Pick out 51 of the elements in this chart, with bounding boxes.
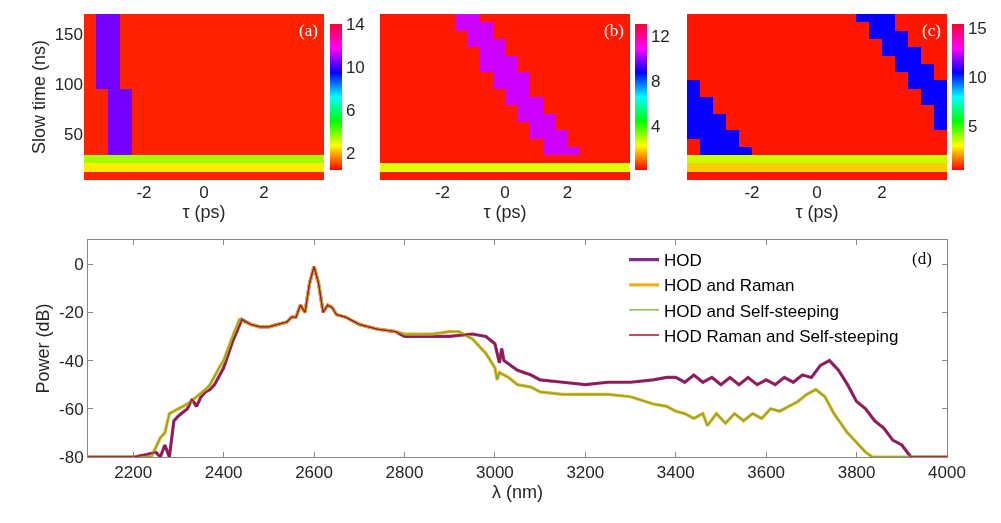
y-axis-title: Power (dB)	[33, 303, 54, 394]
x-tick-label: 2800	[385, 463, 424, 483]
annotation: (c)	[922, 21, 941, 40]
x-tick-label: 2	[877, 183, 887, 202]
y-tick-label: 150	[54, 24, 83, 44]
x-tick-label: 2200	[114, 463, 153, 483]
y-tick-label: -40	[59, 351, 84, 371]
color-bar-label: 10	[967, 67, 987, 87]
color-bar-label: 2	[345, 143, 356, 163]
annotation: (d)	[912, 249, 932, 268]
x-tick-label: 2400	[204, 463, 243, 483]
x-tick-label: 0	[812, 183, 822, 202]
color-bar-label: 8	[650, 72, 661, 92]
x-tick-label: 4000	[928, 463, 966, 483]
y-tick-label: -80	[59, 447, 84, 467]
x-tick-label: 2	[259, 183, 269, 202]
color-bar-label: 12	[650, 27, 670, 47]
y-axis-title: Slow time (ns)	[28, 39, 49, 155]
y-tick-label: 100	[54, 74, 83, 94]
x-tick-label: 0	[199, 183, 209, 202]
y-tick-label: -20	[59, 303, 84, 323]
y-tick-label: 0	[74, 255, 84, 275]
color-bar-label: 14	[345, 14, 365, 34]
x-axis-title: τ (ps)	[182, 202, 226, 223]
x-tick-label: -2	[136, 183, 152, 202]
legend-label: HOD and Raman	[664, 276, 795, 296]
x-tick-label: -2	[434, 183, 451, 202]
x-tick-label: 3400	[656, 463, 695, 483]
x-axis-title: τ (ps)	[795, 202, 839, 223]
legend-label: HOD and Self-steeping	[664, 301, 839, 321]
x-tick-label: -2	[744, 183, 760, 202]
x-tick-label: 2600	[295, 463, 333, 483]
x-tick-label: 2	[562, 183, 573, 202]
x-axis-title: τ (ps)	[483, 202, 527, 223]
color-bar-label: 5	[967, 116, 978, 136]
annotation: (a)	[299, 21, 318, 40]
x-tick-label: 3000	[475, 463, 514, 483]
color-bar-label: 6	[345, 100, 356, 120]
x-tick-label: 3600	[747, 463, 786, 483]
color-bar-label: 4	[650, 117, 661, 137]
y-tick-label: 50	[64, 124, 83, 144]
x-tick-label: 3200	[566, 463, 605, 483]
x-axis-title: λ (nm)	[492, 482, 543, 503]
color-bar-label: 15	[967, 18, 987, 38]
annotation: (b)	[604, 21, 624, 40]
legend-label: HOD	[664, 251, 702, 271]
color-bar-label: 10	[345, 57, 365, 77]
x-tick-label: 3800	[837, 463, 876, 483]
x-tick-label: 0	[500, 183, 510, 202]
legend-label: HOD Raman and Self-steeping	[664, 326, 899, 346]
y-tick-label: -60	[59, 399, 84, 419]
